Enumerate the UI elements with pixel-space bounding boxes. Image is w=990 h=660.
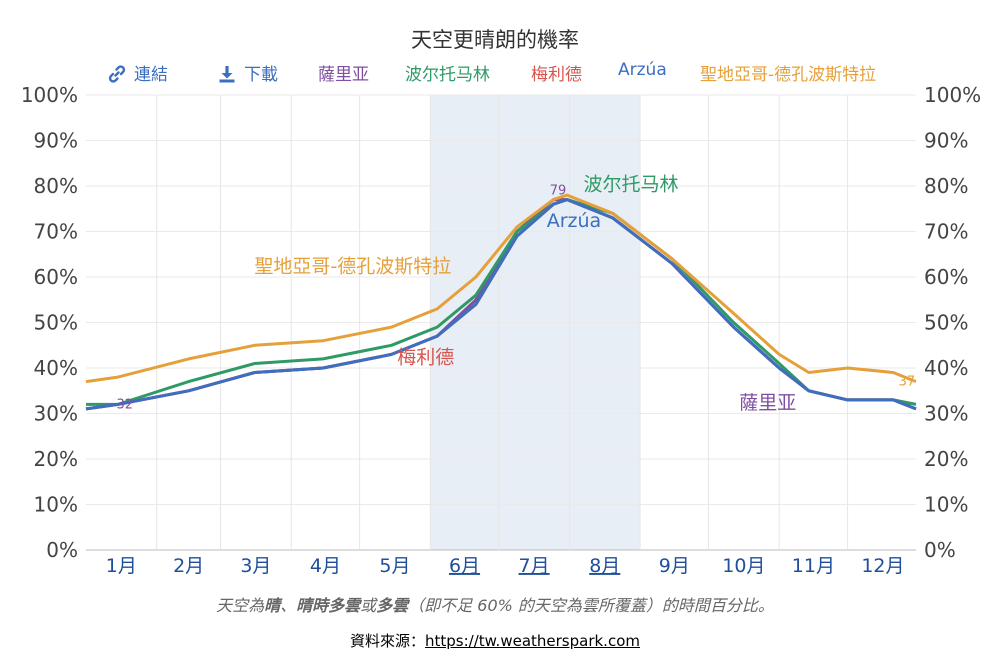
caption-bold-mostly-clear: 晴時多雲 xyxy=(296,596,361,615)
x-tick-label: 1月 xyxy=(106,555,137,577)
data-label: 37 xyxy=(899,375,916,390)
x-tick-label[interactable]: 7月 xyxy=(519,555,550,577)
caption-text: （即不足 60% 的天空為雲所覆蓋）的時間百分比。 xyxy=(408,596,774,615)
data-label: 32 xyxy=(116,397,133,412)
link-label: 連結 xyxy=(134,65,168,85)
x-tick-label: 2月 xyxy=(173,555,204,577)
x-tick-label[interactable]: 8月 xyxy=(589,555,620,577)
y-tick-label: 0% xyxy=(46,538,78,562)
y-tick-label: 40% xyxy=(924,356,968,380)
y-tick-label: 10% xyxy=(34,493,78,517)
x-tick-label: 9月 xyxy=(659,555,690,577)
y-tick-label: 70% xyxy=(34,220,78,244)
legend-series-portomarin[interactable]: 波尔托马林 xyxy=(405,65,490,85)
link-icon xyxy=(108,65,126,83)
y-tick-label: 10% xyxy=(924,493,968,517)
y-tick-label: 20% xyxy=(924,447,968,471)
series-annotation: 梅利德 xyxy=(397,346,454,368)
y-tick-label: 100% xyxy=(924,83,981,107)
series-annotation: 波尔托马林 xyxy=(583,174,678,196)
legend: 連結 下載 薩里亚 波尔托马林 梅利德 Arzúa 聖地亞哥-德孔波斯特拉 xyxy=(0,60,990,86)
caption-text: 、 xyxy=(280,596,297,615)
x-tick-label[interactable]: 6月 xyxy=(449,555,480,577)
caption-bold-clear: 晴 xyxy=(264,596,281,615)
legend-series-melide[interactable]: 梅利德 xyxy=(531,65,582,85)
link-button[interactable]: 連結 xyxy=(108,60,168,85)
y-tick-label: 40% xyxy=(34,356,78,380)
series-annotation: 薩里亚 xyxy=(739,392,796,414)
y-tick-label: 90% xyxy=(34,129,78,153)
series-annotation: Arzúa xyxy=(547,210,601,232)
y-tick-label: 70% xyxy=(924,220,968,244)
x-tick-label: 4月 xyxy=(310,555,341,577)
clear-sky-chart: 0% 10% 20% 30% 40% 50% 60% 70% 80% 90% 100% 0% 10% 2… xyxy=(21,83,981,577)
series-annotation: 聖地亞哥-德孔波斯特拉 xyxy=(254,255,451,277)
series-line xyxy=(85,193,917,384)
source-line: 資料來源：https://tw.weatherspark.com xyxy=(0,630,990,651)
data-label: 79 xyxy=(550,184,567,199)
y-tick-label: 20% xyxy=(34,447,78,471)
series-lines xyxy=(85,193,917,411)
y-tick-label: 30% xyxy=(924,402,968,426)
y-tick-label: 0% xyxy=(924,538,956,562)
legend-series-sarria[interactable]: 薩里亚 xyxy=(318,65,369,85)
y-tick-label: 50% xyxy=(924,311,968,335)
x-tick-label: 5月 xyxy=(379,555,410,577)
x-axis: 1月 2月 3月 4月 5月 6月 7月 8月 9月 10月 11月 12月 xyxy=(106,555,905,577)
y-axis-right: 0% 10% 20% 30% 40% 50% 60% 70% 80% 90% 100% xyxy=(924,83,981,562)
x-tick-label: 12月 xyxy=(861,555,904,577)
x-tick-label: 10月 xyxy=(722,555,765,577)
y-tick-label: 50% xyxy=(34,311,78,335)
caption-text: 或 xyxy=(360,596,377,615)
legend-series-santiago[interactable]: 聖地亞哥-德孔波斯特拉 xyxy=(700,65,877,85)
data-labels: 32 79 37 xyxy=(116,184,915,413)
grid xyxy=(86,94,916,551)
x-tick-label: 11月 xyxy=(792,555,835,577)
source-link[interactable]: https://tw.weatherspark.com xyxy=(425,632,640,650)
y-tick-label: 60% xyxy=(924,265,968,289)
source-label: 資料來源： xyxy=(350,632,426,650)
chart-caption: 天空為晴、晴時多雲或多雲（即不足 60% 的天空為雲所覆蓋）的時間百分比。 xyxy=(0,592,990,616)
y-tick-label: 90% xyxy=(924,129,968,153)
y-tick-label: 60% xyxy=(34,265,78,289)
download-button[interactable]: 下載 xyxy=(218,60,278,85)
x-tick-label: 3月 xyxy=(240,555,271,577)
caption-text: 天空為 xyxy=(216,596,265,615)
download-label: 下載 xyxy=(244,65,278,85)
chart-title: 天空更晴朗的機率 xyxy=(411,28,579,52)
y-tick-label: 80% xyxy=(924,174,968,198)
series-line xyxy=(85,198,917,411)
caption-bold-partly-cloudy: 多雲 xyxy=(376,596,409,615)
y-axis-left: 0% 10% 20% 30% 40% 50% 60% 70% 80% 90% 100% xyxy=(21,83,78,562)
legend-series-arzua[interactable]: Arzúa xyxy=(618,60,667,80)
y-tick-label: 30% xyxy=(34,402,78,426)
y-tick-label: 100% xyxy=(21,83,78,107)
y-tick-label: 80% xyxy=(34,174,78,198)
download-icon xyxy=(219,66,235,83)
